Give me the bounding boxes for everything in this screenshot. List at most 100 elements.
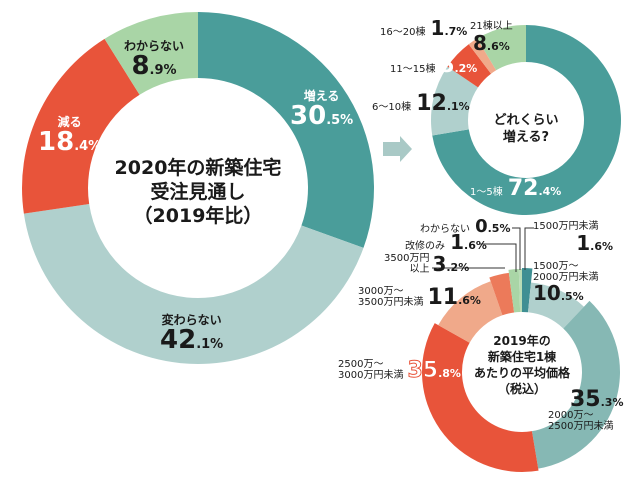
value-3000-3500-int: 11 [427,285,459,310]
value-renovation-int: 1 [450,230,465,254]
label-3000-3500-line1: 3000万〜 [358,286,404,298]
label-1500-2000-line1: 1500万〜 [533,261,579,272]
label-2000-2500-line2: 2500万円未満 [548,420,614,432]
howmany-slice-0 [432,25,621,215]
label-21plus: 21棟以上 8.6% [470,21,513,55]
price-slice-2 [531,300,620,469]
value-increase-int: 30 [290,100,327,131]
label-2500-3000-line1: 2500万〜 [338,359,384,371]
how-many-title: どれくらい 増える? [476,112,576,146]
value-decrease-dec: .4% [74,138,102,154]
value-3500-plus-int: 3 [432,252,447,276]
price-slice-4 [438,281,503,343]
label-21plus-text: 21棟以上 [470,21,513,32]
value-11-15-dec: .2% [454,62,478,75]
value-2500-3000-int: 35 [407,358,439,383]
label-renovation: 改修のみ 1.6% [405,232,487,253]
price-slice-3 [421,323,539,473]
label-same: 変わらない 42.1% [160,314,223,354]
label-2500-3000-line2: 3000万円未満 [338,369,404,381]
value-1-5-dec: .4% [538,185,562,198]
label-2500-3000: 2500万〜 3000万円未満 35.8% [338,358,461,383]
value-price-unknown-dec: .5% [487,222,511,235]
howmany-slice-4 [477,25,526,71]
price-title-line-4: （税込） [497,382,546,396]
label-3000-3500-line2: 3500万円未満 [358,296,424,308]
value-1-5-int: 72 [507,176,539,201]
value-21plus-dec: .6% [486,39,510,53]
donut-main-outlook [21,12,374,365]
leader-lines [432,227,534,272]
price-slice-0 [522,268,533,313]
label-same-text: 変わらない [161,313,222,327]
value-same-int: 42 [160,324,197,355]
label-2000-2500-line1: 2000万〜 [548,410,594,422]
label-6-10: 6〜10棟 12.1% [372,92,470,115]
howmany-slice-1 [431,66,479,136]
label-unknown: わからない 8.9% [124,40,184,80]
value-21plus-int: 8 [472,30,487,55]
value-increase-dec: .5% [326,112,354,128]
value-6-10-dec: .1% [446,100,470,113]
price-title-line-2: 新築住宅1棟 [487,350,557,364]
label-decrease-text: 減る [57,115,82,129]
label-increase-text: 増える [303,89,340,103]
label-3500-plus-line2: 以上 [409,263,430,275]
value-3500-plus-dec: .2% [446,261,470,274]
value-16-20-int: 1 [430,16,445,40]
label-1-5-text: 1〜5棟 [470,187,503,198]
label-decrease: 減る 18.4% [38,116,101,156]
howmany-slice-2 [447,44,492,88]
value-same-dec: .1% [196,336,224,352]
value-2500-3000-dec: .8% [438,367,461,380]
price-slice-6 [508,269,521,313]
leader-price-unknown [512,227,521,270]
price-slice-7 [518,269,522,313]
label-2000-2500: 35.3% 2000万〜 2500万円未満 [548,388,623,432]
value-6-10-int: 12 [416,91,447,116]
price-title-line-1: 2019年の [493,334,551,348]
label-increase: 増える 30.5% [290,90,353,130]
leader-under-1500 [524,227,534,270]
value-3000-3500-dec: .6% [458,294,481,307]
label-16-20: 16〜20棟 1.7% [380,18,467,39]
label-3000-3500: 3000万〜 3500万円未満 11.6% [358,286,481,309]
label-11-15: 11〜15棟 5.2% [390,55,477,76]
leader-renovation [479,243,517,272]
price-title: 2019年の 新築住宅1棟 あたりの平均価格 （税込） [462,333,582,397]
main-title-line-3: （2019年比） [133,205,263,227]
value-2000-2500-dec: .3% [600,396,624,409]
label-16-20-text: 16〜20棟 [380,27,426,38]
donut-price [421,268,620,473]
value-renovation-dec: .6% [464,239,487,252]
label-price-unknown: わからない 0.5% [420,216,511,237]
value-under-1500-int: 1 [576,230,591,255]
label-renovation-text: 改修のみ [405,241,445,252]
label-under-1500-text: 1500万円未満 [533,221,599,232]
main-slice-0 [198,12,374,248]
label-1-5: 1〜5棟 72.4% [470,177,561,200]
label-3500-plus-line1: 3500万円 [384,253,430,264]
label-11-15-text: 11〜15棟 [390,64,436,75]
value-decrease-int: 18 [38,126,75,157]
label-under-1500: 1500万円未満 1.6% [533,221,613,255]
how-many-title-line-2: 増える? [502,130,550,145]
main-slice-1 [23,204,364,365]
value-2000-2500-int: 35 [570,387,601,412]
main-donut-title: 2020年の新築住宅 受注見通し （2019年比） [88,156,308,228]
value-11-15-int: 5 [440,53,455,77]
value-price-unknown-int: 0 [475,216,488,237]
value-unknown-dec: .9% [149,62,177,78]
price-slice-5 [489,272,515,316]
value-16-20-dec: .7% [444,25,468,38]
label-unknown-text: わからない [124,39,185,53]
value-1500-2000-int: 10 [533,281,561,305]
label-3500-plus: 3500万円 以上 3.2% [384,252,470,276]
label-1500-2000: 1500万〜 2000万円未満 10.5% [533,261,598,305]
donut-how-many [431,25,621,215]
howmany-slice-3 [468,38,497,74]
how-many-title-line-1: どれくらい [493,113,559,128]
label-6-10-text: 6〜10棟 [372,102,412,113]
main-slice-3 [104,12,198,95]
